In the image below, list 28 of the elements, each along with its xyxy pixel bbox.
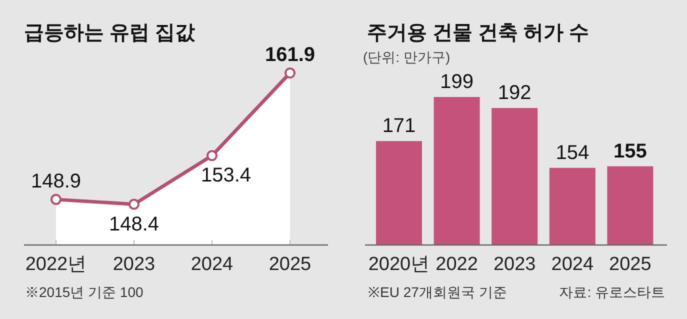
point (128, 198, 140, 210)
data-label: 148.4 (108, 213, 160, 236)
data-label: 155 (614, 140, 647, 162)
data-label: 153.4 (200, 164, 252, 187)
text: ※EU 27개회원국 기준 (368, 284, 507, 300)
text: 자료: 유로스타트 (559, 284, 665, 300)
x-tick-label: 2024 (551, 254, 594, 275)
x-tick-label: 2022 (436, 254, 478, 275)
x-tick-label: 2023 (112, 254, 156, 275)
x-tick-label: 2022년 (25, 254, 87, 275)
x-tick-label: 2024 (190, 254, 234, 275)
x-tick-label: 2023 (493, 254, 536, 275)
point (284, 68, 296, 78)
data-label: 161.9 (264, 44, 316, 66)
point (50, 194, 62, 205)
point (206, 150, 218, 162)
data-label: 199 (440, 71, 474, 93)
data-label: 171 (382, 115, 416, 138)
chart-title: 급등하는 유럽 집값 (24, 22, 196, 44)
x-tick-label: 2025 (268, 254, 312, 275)
data-label: 154 (556, 142, 590, 164)
data-label: 148.9 (30, 170, 82, 192)
x-tick-label: 2025 (609, 254, 652, 275)
annotation: ※2015년 기준 100 (25, 284, 144, 300)
x-tick-label: 2020년 (368, 254, 430, 275)
chart-subtitle: (단위: 만가구) (363, 49, 450, 65)
chart-title: 주거용 건물 건축 허가 수 (367, 22, 590, 44)
data-label: 192 (498, 82, 532, 104)
